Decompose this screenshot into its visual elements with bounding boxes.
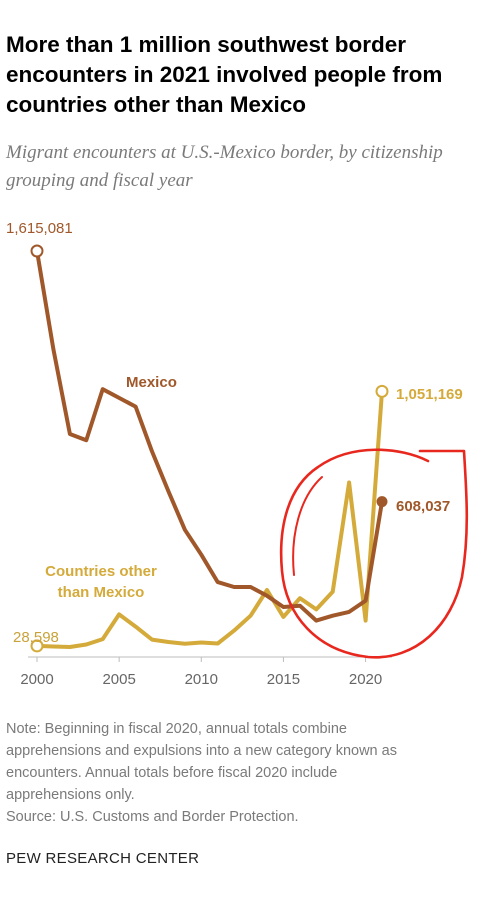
chart-subtitle: Migrant encounters at U.S.-Mexico border… — [6, 142, 443, 191]
others-series-label-line2: than Mexico — [58, 584, 145, 601]
other-countries-end-marker — [375, 384, 389, 398]
series-lines — [30, 244, 389, 653]
x-tick-label: 2010 — [185, 671, 218, 688]
x-tick-label: 2020 — [349, 671, 382, 688]
mexico-end-marker — [376, 496, 388, 508]
source-line: Source: U.S. Customs and Border Protecti… — [6, 809, 299, 825]
x-tick-label: 2005 — [102, 671, 135, 688]
note-line: apprehensions only. — [6, 787, 135, 803]
mexico-start-marker — [30, 244, 44, 258]
red-circle-markup — [279, 448, 469, 659]
markup-circle-stroke — [279, 448, 469, 659]
note-line: Note: Beginning in fiscal 2020, annual t… — [6, 721, 347, 737]
mexico-series-label: Mexico — [126, 374, 177, 391]
other-countries-start-marker — [30, 639, 44, 653]
others-start-label: 28,598 — [13, 629, 59, 646]
x-tick-label: 2015 — [267, 671, 300, 688]
note-line: apprehensions and expulsions into a new … — [6, 743, 397, 759]
mexico-line — [35, 249, 384, 623]
others-end-label: 1,051,169 — [396, 386, 463, 403]
note-line: encounters. Annual totals before fiscal … — [6, 765, 338, 781]
chart-title: More than 1 million southwest border enc… — [6, 32, 443, 117]
x-axis: 2000 2005 2010 2015 2020 — [20, 656, 392, 688]
mexico-start-label: 1,615,081 — [6, 220, 73, 237]
mexico-end-label: 608,037 — [396, 498, 450, 515]
chart-labels: 1,615,081 28,598 608,037 1,051,169 Mexic… — [6, 220, 463, 646]
brand-footer: PEW RESEARCH CENTER — [6, 850, 200, 867]
other-countries-line — [35, 389, 384, 649]
line-chart: 2000 2005 2010 2015 2020 1,615,081 28,598 60… — [6, 220, 469, 688]
others-series-label-line1: Countries other — [45, 563, 157, 580]
x-tick-label: 2000 — [20, 671, 53, 688]
markup-circle-stroke-inner — [292, 476, 323, 576]
chart-note: Note: Beginning in fiscal 2020, annual t… — [6, 718, 476, 828]
